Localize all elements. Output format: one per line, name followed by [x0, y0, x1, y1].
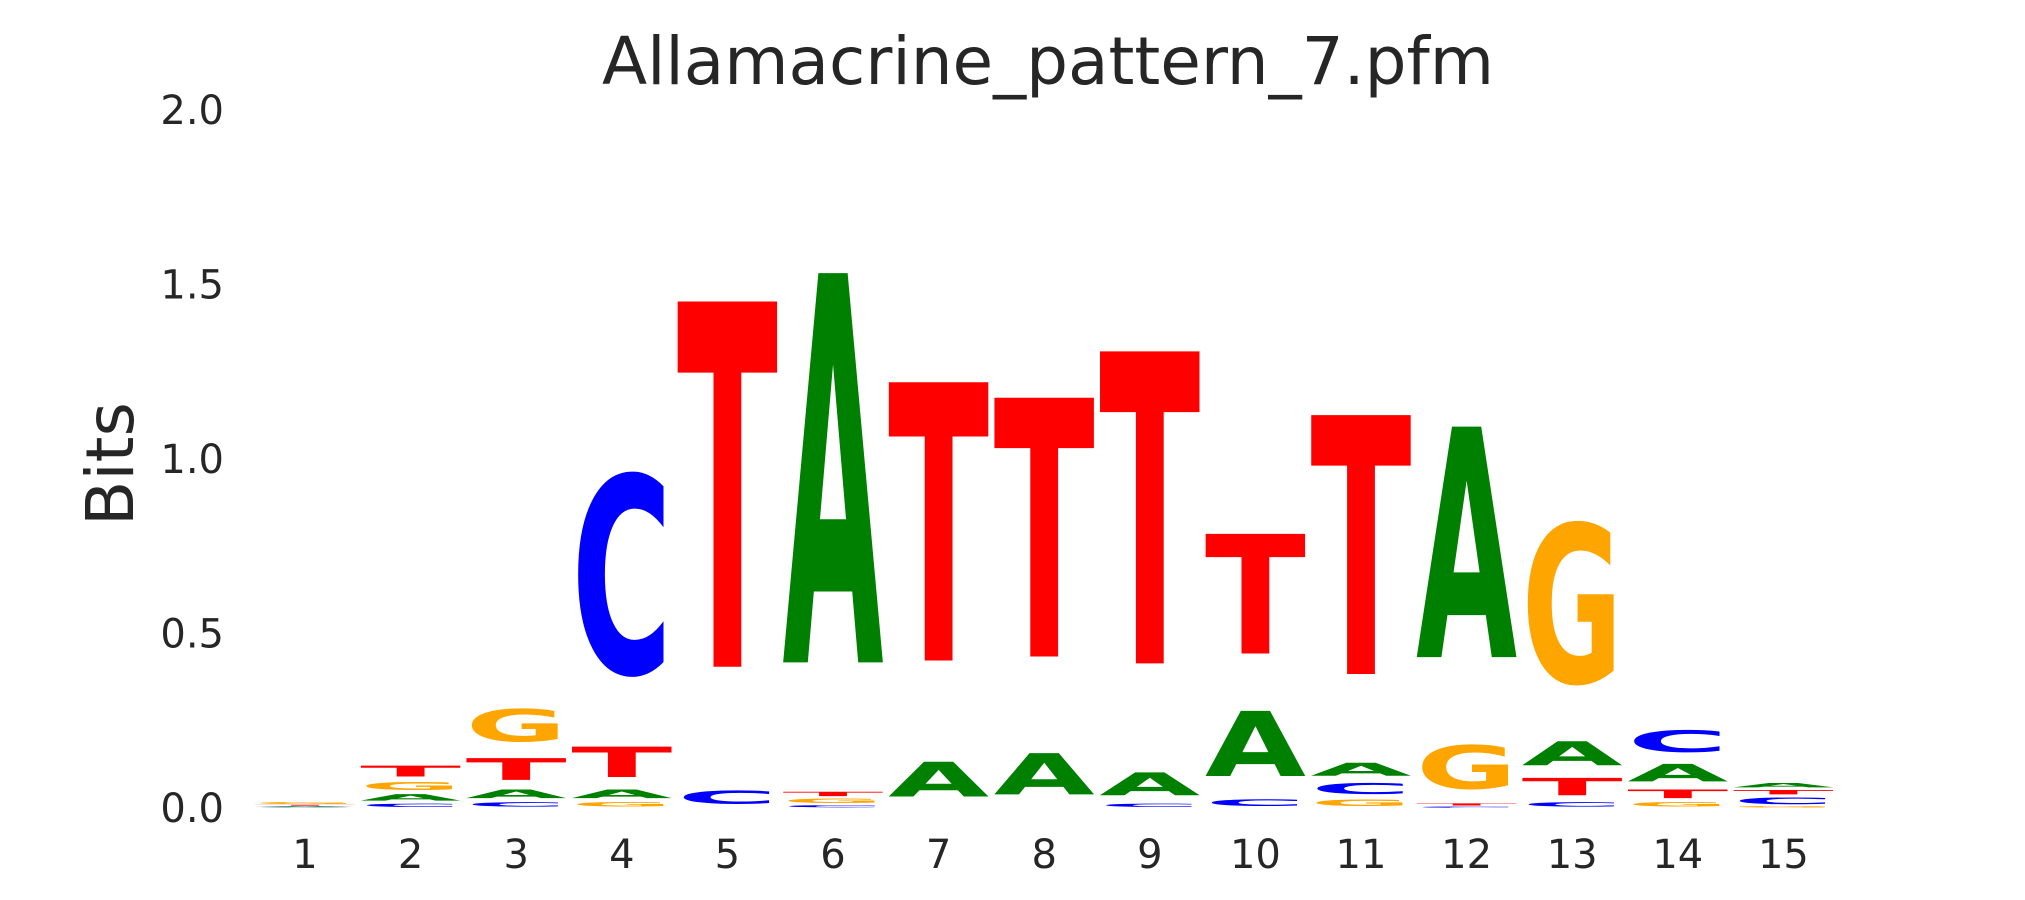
letter-g-glyph: G	[255, 802, 356, 805]
letter-a-glyph: A	[571, 787, 672, 801]
letter-a-glyph: A	[1099, 767, 1200, 803]
letter-g-glyph: G	[1522, 481, 1623, 735]
y-tick-label: 1.5	[160, 263, 224, 309]
letter-t-glyph: T	[994, 329, 1096, 741]
letter-g-glyph: G	[1416, 733, 1517, 803]
x-tick-label: 1	[292, 832, 317, 878]
letter-g-glyph: G	[1627, 801, 1728, 808]
letter-a-glyph: A	[1522, 735, 1623, 773]
x-tick-label: 6	[820, 832, 845, 878]
letter-t-glyph: T	[677, 203, 779, 786]
letter-a-glyph: A	[1205, 694, 1306, 798]
x-tick-label: 3	[503, 832, 528, 878]
letter-c-glyph: C	[1099, 803, 1200, 808]
y-axis-label: Bits	[72, 402, 149, 526]
letter-c-glyph: C	[571, 421, 672, 738]
letter-c-glyph: C	[1205, 798, 1306, 808]
y-axis-ticks: 0.0 0.5 1.0 1.5 2.0	[160, 88, 224, 832]
letter-t-glyph: T	[888, 307, 990, 751]
letter-a-glyph: A	[994, 742, 1095, 808]
x-tick-label: 2	[398, 832, 423, 878]
y-tick-label: 2.0	[160, 88, 224, 134]
letter-t-glyph: T	[1522, 773, 1623, 801]
x-tick-label: 14	[1652, 832, 1703, 878]
letter-t-glyph: T	[360, 763, 461, 780]
letter-t-glyph: T	[466, 753, 567, 788]
letter-a-glyph: A	[783, 166, 885, 788]
letter-a-glyph: A	[1311, 759, 1412, 780]
x-tick-label: 7	[926, 832, 951, 878]
letter-g-glyph: G	[466, 700, 567, 752]
x-tick-label: 5	[715, 832, 740, 878]
x-tick-label: 8	[1031, 832, 1056, 878]
letter-a-glyph: A	[1416, 366, 1517, 733]
y-tick-label: 0.0	[160, 786, 224, 832]
letter-a-glyph: A	[1733, 782, 1835, 789]
letter-c-glyph: C	[1627, 725, 1728, 759]
x-tick-label: 9	[1137, 832, 1162, 878]
letter-g-glyph: G	[360, 780, 461, 792]
letter-g-glyph: G	[1311, 798, 1412, 808]
chart-title: Allamacrine_pattern_7.pfm	[602, 23, 1494, 100]
letter-g-glyph: G	[1733, 806, 1834, 808]
letter-c-glyph: C	[255, 807, 356, 808]
letter-g-glyph: G	[783, 798, 884, 805]
letter-t-glyph: T	[1416, 803, 1517, 806]
y-tick-label: 0.5	[160, 612, 224, 658]
letter-a-glyph: A	[888, 753, 989, 808]
x-tick-label: 15	[1758, 832, 1809, 878]
letter-c-glyph: C	[1416, 806, 1517, 808]
x-tick-label: 4	[609, 832, 634, 878]
letter-t-glyph: T	[783, 791, 884, 798]
letter-t-glyph: T	[1733, 789, 1834, 796]
letter-t-glyph: T	[254, 805, 355, 806]
letter-t-glyph: T	[1205, 501, 1306, 692]
letter-c-glyph: C	[1733, 796, 1834, 806]
x-tick-label: 11	[1336, 832, 1387, 878]
letter-t-glyph: T	[1627, 787, 1728, 801]
letter-t-glyph: T	[1311, 346, 1413, 758]
letter-c-glyph: C	[466, 801, 567, 808]
x-tick-label: 13	[1547, 832, 1598, 878]
letter-t-glyph: T	[571, 738, 672, 787]
letter-t-glyph: T	[1099, 266, 1201, 765]
letter-a-glyph: A	[360, 792, 462, 802]
letter-a-glyph: A	[466, 787, 567, 801]
letter-c-glyph: C	[782, 805, 883, 808]
letter-c-glyph: C	[1522, 801, 1623, 808]
letter-c-glyph: C	[677, 787, 778, 808]
y-tick-label: 1.0	[160, 437, 224, 483]
letter-c-glyph: C	[360, 803, 461, 808]
x-tick-label: 10	[1230, 832, 1281, 878]
letter-c-glyph: C	[1310, 780, 1411, 797]
letter-g-glyph: G	[571, 801, 672, 808]
x-axis-ticks: 1 2 3 4 5 6 7 8 9 10 11 12 13 14 15	[292, 832, 1809, 878]
x-tick-label: 12	[1441, 832, 1492, 878]
letter-a-glyph: A	[255, 806, 356, 807]
letter-a-glyph: A	[1627, 759, 1729, 787]
